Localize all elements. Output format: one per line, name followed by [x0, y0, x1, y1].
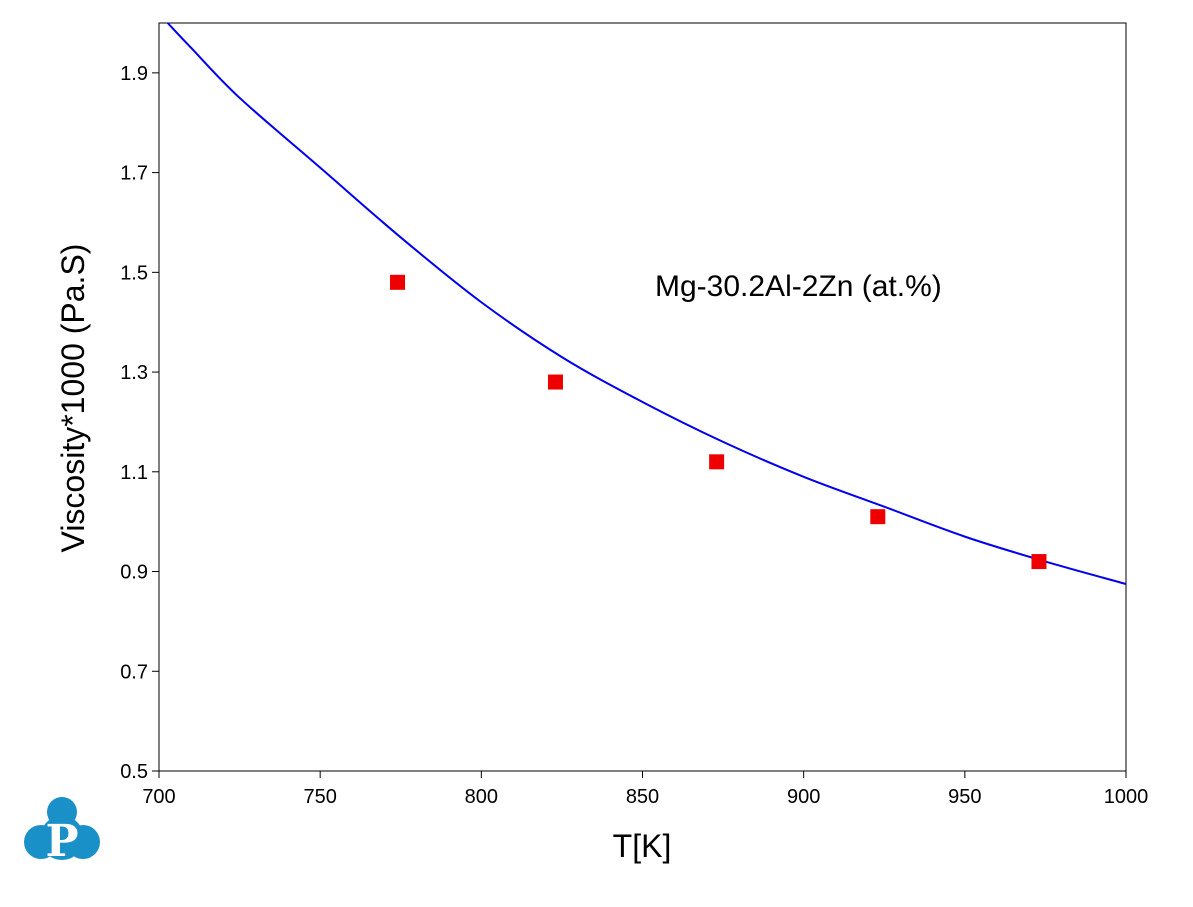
logo: P	[24, 797, 100, 867]
x-tick-label: 850	[626, 786, 659, 808]
annotation-label: Mg-30.2Al-2Zn (at.%)	[655, 270, 942, 303]
x-tick-label: 1000	[1104, 786, 1149, 808]
y-tick-label: 0.5	[120, 761, 148, 783]
x-tick-label: 950	[948, 786, 981, 808]
y-axis-title: Viscosity*1000 (Pa.S)	[55, 244, 91, 553]
x-tick-label: 900	[787, 786, 820, 808]
data-point	[1031, 554, 1047, 570]
x-tick-label: 700	[142, 786, 175, 808]
logo-blob-center	[40, 816, 84, 860]
y-tick-label: 0.9	[120, 562, 148, 584]
y-tick-label: 1.1	[120, 462, 148, 484]
x-tick-label: 800	[465, 786, 498, 808]
y-tick-label: 1.3	[120, 362, 148, 384]
data-point	[709, 454, 725, 470]
y-tick-label: 1.5	[120, 262, 148, 284]
x-axis-title: T[K]	[613, 828, 672, 864]
y-tick-label: 1.9	[120, 63, 148, 85]
data-point	[390, 274, 406, 290]
logo-letter: P	[45, 816, 78, 867]
data-point	[547, 374, 563, 390]
model-curve	[166, 22, 1127, 585]
x-axis-ticks: 700 750 800 850 900 950 1000	[142, 771, 1148, 808]
data-point	[870, 509, 886, 525]
series-layer	[166, 22, 1127, 585]
y-axis-ticks: 0.5 0.7 0.9 1.1 1.3 1.5 1.7 1.9	[120, 63, 159, 783]
y-tick-label: 1.7	[120, 163, 148, 185]
plot-frame	[158, 22, 1127, 772]
x-tick-label: 750	[303, 786, 336, 808]
y-tick-label: 0.7	[120, 661, 148, 683]
